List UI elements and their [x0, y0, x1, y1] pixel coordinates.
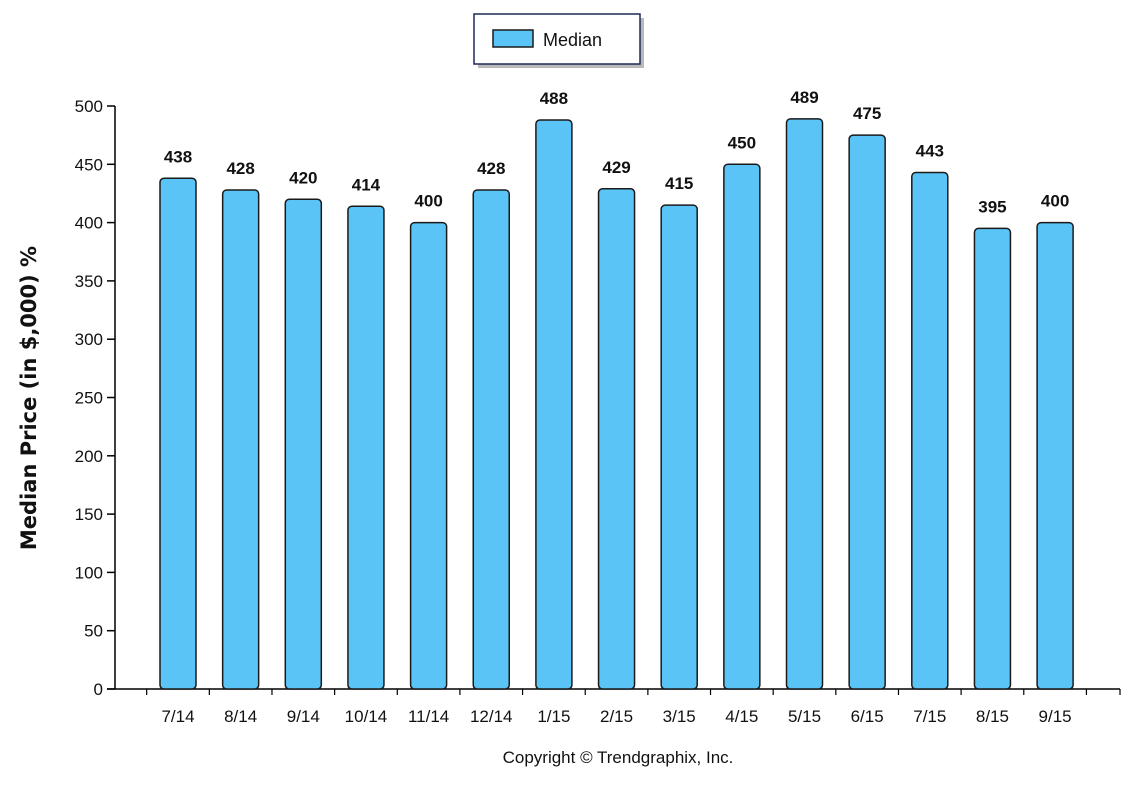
bar-10-14: [347, 205, 385, 690]
data-labels: 438 428 420 414 400 428 488 429 415 450 489 475 443 3…: [164, 88, 1069, 217]
y-tick-label: 300: [75, 330, 103, 349]
y-tick-label: 200: [75, 447, 103, 466]
legend-swatch-median: [492, 29, 534, 48]
x-axis: 7/14 8/14 9/14 10/14 11/14 12/14 1/15 2/15 3/15 4…: [107, 688, 1121, 726]
x-tick-label: 2/15: [600, 707, 633, 726]
y-tick-label: 100: [75, 563, 103, 582]
bar-8-14: [221, 189, 260, 690]
y-tick-label: 350: [75, 272, 103, 291]
data-label-8-14: 428: [226, 159, 254, 178]
bar-7-15: [911, 171, 949, 690]
x-tick-label: 8/14: [224, 707, 257, 726]
x-tick-label: 7/14: [161, 707, 194, 726]
y-tick-label: 250: [75, 389, 103, 408]
bar-7-14: [159, 177, 197, 690]
data-label-12-14: 428: [477, 159, 505, 178]
bar-3-15: [660, 204, 698, 690]
data-label-3-15: 415: [665, 174, 693, 193]
data-label-9-15: 400: [1041, 192, 1069, 211]
bars-series-median: [159, 118, 1074, 690]
bar-1-15: [535, 119, 573, 690]
data-label-7-14: 438: [164, 147, 192, 166]
x-tick-label: 9/15: [1039, 707, 1072, 726]
x-tick-label: 7/15: [913, 707, 946, 726]
y-tick-label: 0: [94, 680, 103, 699]
x-tick-label: 10/14: [345, 707, 388, 726]
data-label-9-14: 420: [289, 168, 317, 187]
chart-legend: Median: [473, 13, 644, 68]
data-label-11-14: 400: [414, 192, 442, 211]
bar-5-15: [785, 118, 824, 690]
x-tick-label: 11/14: [408, 707, 449, 726]
data-label-2-15: 429: [602, 158, 630, 177]
x-tick-label: 4/15: [725, 707, 758, 726]
y-tick-label: 400: [75, 214, 103, 233]
y-tick-label: 450: [75, 155, 103, 174]
copyright-text: Copyright © Trendgraphix, Inc.: [503, 748, 734, 767]
x-tick-label: 8/15: [976, 707, 1009, 726]
bar-6-15: [848, 134, 886, 690]
y-axis: 0 50 100 150 200 250 300 350 400 450 500: [75, 97, 116, 699]
bar-12-14: [472, 189, 510, 690]
bar-9-14: [284, 198, 323, 690]
x-tick-label: 3/15: [663, 707, 696, 726]
bar-11-14: [409, 221, 448, 690]
y-axis-title: Median Price (in $,000) %: [17, 246, 41, 550]
bar-2-15: [597, 188, 636, 690]
data-label-1-15: 488: [540, 89, 568, 108]
bar-9-15: [1036, 221, 1074, 690]
data-label-5-15: 489: [790, 88, 818, 107]
x-tick-label: 6/15: [851, 707, 884, 726]
x-tick-label: 9/14: [287, 707, 320, 726]
x-tick-label: 12/14: [470, 707, 513, 726]
data-label-8-15: 395: [978, 197, 1006, 216]
data-label-7-15: 443: [916, 141, 944, 160]
data-label-4-15: 450: [728, 133, 756, 152]
y-tick-label: 50: [84, 622, 103, 641]
bar-4-15: [723, 163, 761, 690]
legend-label-median: Median: [543, 30, 602, 50]
x-tick-label: 5/15: [788, 707, 821, 726]
bar-8-15: [973, 227, 1012, 690]
data-label-6-15: 475: [853, 104, 881, 123]
y-tick-label: 150: [75, 505, 103, 524]
y-tick-label: 500: [75, 97, 103, 116]
x-tick-label: 1/15: [537, 707, 570, 726]
data-label-10-14: 414: [352, 175, 381, 194]
